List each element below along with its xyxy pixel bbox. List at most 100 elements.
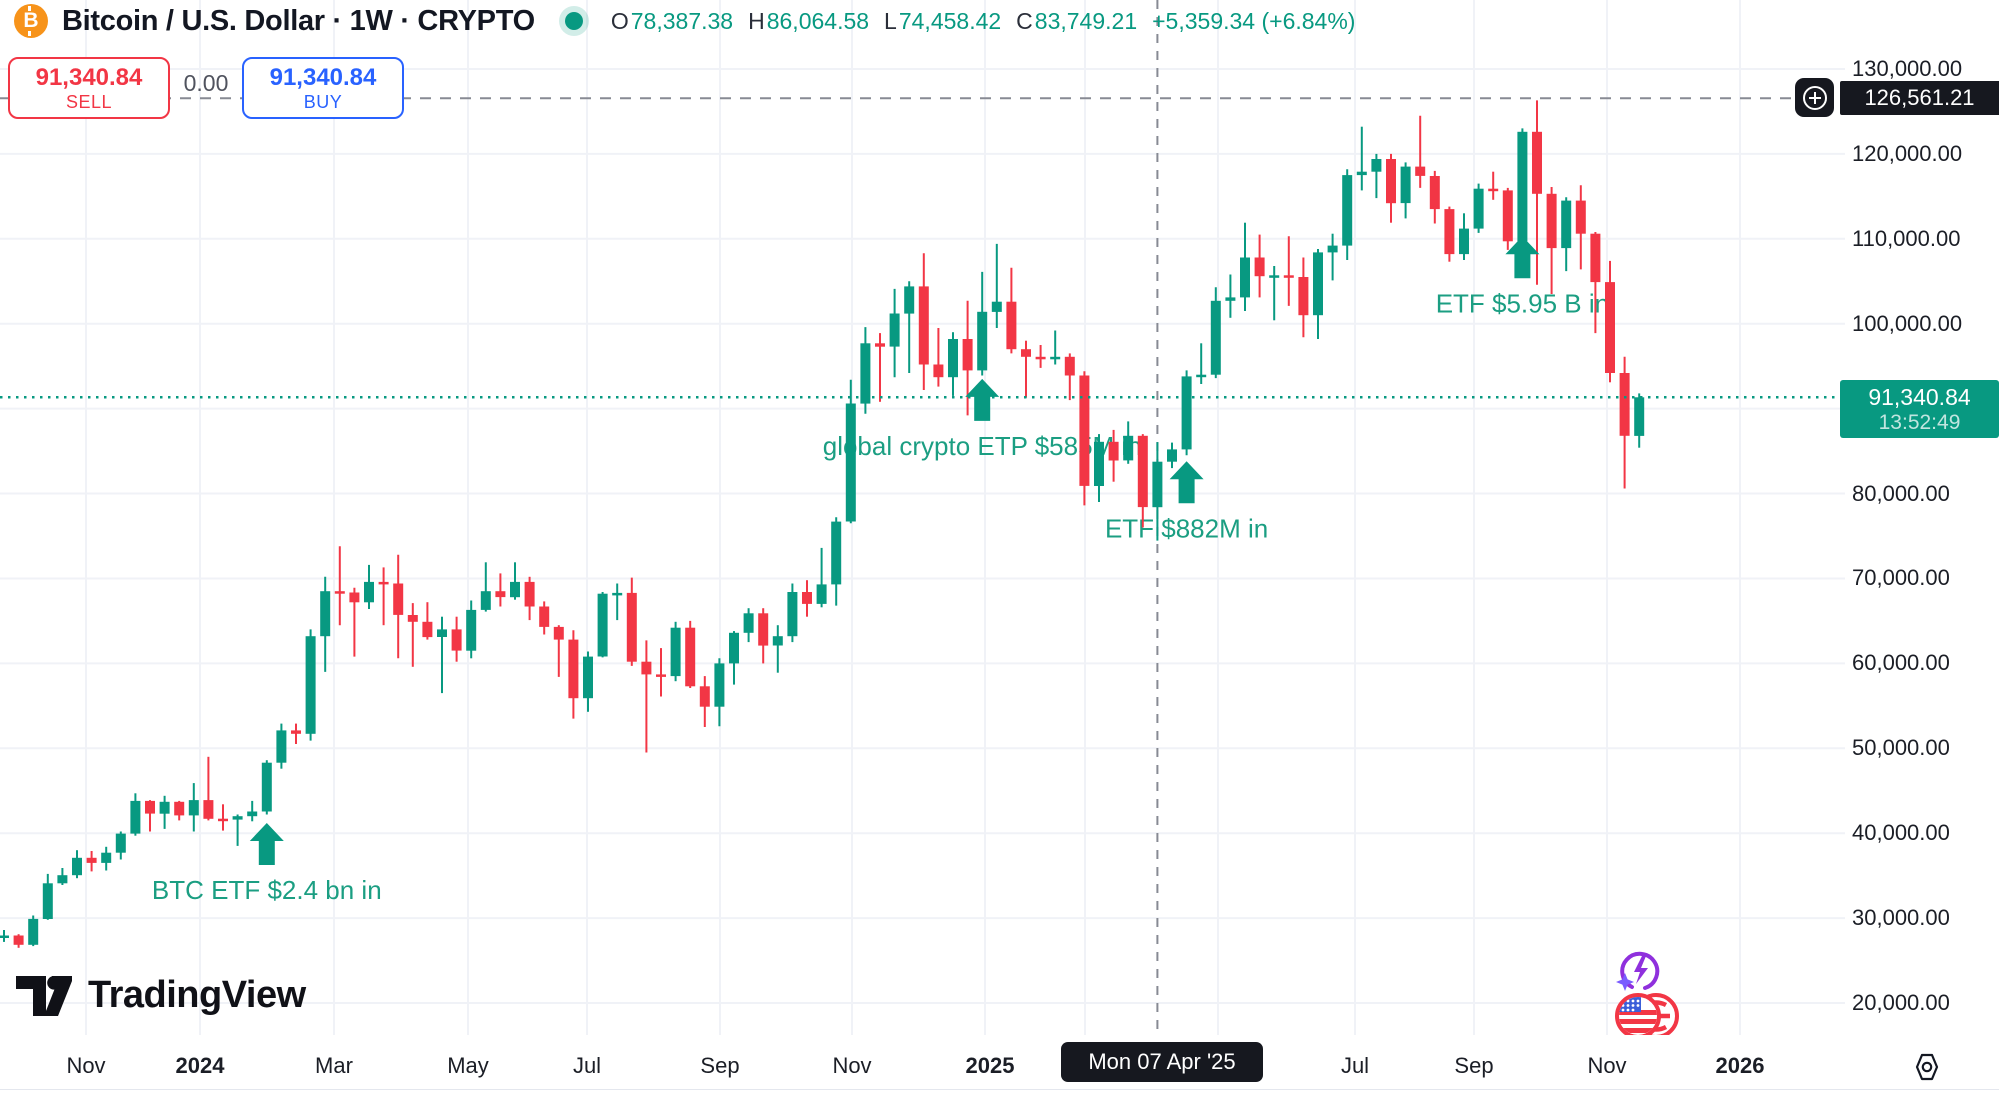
candle-body (860, 343, 871, 404)
high-label: H (748, 7, 765, 34)
us-flag-event-icon[interactable] (1612, 990, 1680, 1047)
candle-body (349, 592, 360, 603)
candle-body (1064, 356, 1075, 376)
spread-value: 0.00 (183, 70, 229, 96)
price-axis[interactable]: 130,000.00 120,000.00 110,000.00 100,000.00… (1845, 0, 1999, 1035)
candle-body (1429, 176, 1440, 210)
candle-body (1079, 375, 1090, 486)
candle-body (670, 627, 681, 677)
candle-body (1167, 449, 1177, 462)
last-price-badge: 91,340.84 13:52:49 (1840, 380, 1999, 438)
close-label: C (1016, 7, 1033, 34)
candle-body (1590, 233, 1601, 283)
add-alert-plus-icon[interactable] (1795, 78, 1834, 117)
annotation-text[interactable]: ETF $5.95 B in (1436, 288, 1609, 318)
time-axis-label: Jul (1340, 1053, 1370, 1078)
time-axis-label: May (447, 1053, 489, 1078)
candle-body (641, 661, 652, 675)
annotation-text[interactable]: global crypto ETP $585M in (823, 431, 1142, 461)
candle-body (933, 364, 944, 378)
annotation-arrow-up-icon[interactable] (249, 823, 284, 865)
candle-body (1327, 245, 1338, 253)
buy-label: BUY (303, 91, 343, 112)
bitcoin-icon: B (14, 4, 48, 38)
candle-body (1137, 435, 1148, 508)
candle-body (86, 857, 97, 863)
candle-body (159, 801, 170, 814)
candle-body (72, 857, 82, 876)
tradingview-watermark[interactable]: TradingView (16, 974, 306, 1017)
candle-body (115, 833, 126, 853)
annotation-arrow-up-icon[interactable] (1505, 236, 1540, 279)
candle-body (1108, 441, 1119, 461)
candle-body (568, 639, 579, 699)
price-axis-label: 130,000.00 (1852, 56, 1963, 81)
candle-body (1575, 200, 1586, 234)
candle-body (1400, 166, 1411, 204)
candle-body (1561, 200, 1572, 249)
candle-body (1342, 175, 1353, 246)
candle-body (1123, 435, 1134, 461)
candle-body (407, 615, 418, 622)
candle-body (1021, 349, 1031, 357)
annotation-arrow-up-icon[interactable] (1169, 461, 1204, 504)
candle-body (130, 800, 141, 834)
time-axis-label: 2025 (965, 1053, 1015, 1078)
candle-body (291, 730, 301, 734)
candle-body (729, 632, 739, 664)
candle-body (305, 636, 316, 734)
candle-body (1386, 159, 1396, 204)
time-axis-label: Sep (700, 1053, 740, 1078)
candle-body (247, 811, 258, 817)
candle-body (276, 730, 287, 763)
candle-body (28, 918, 39, 945)
candle-body (1035, 356, 1046, 360)
ai-spark-icon[interactable] (1612, 942, 1668, 1003)
candle-body (261, 762, 272, 812)
annotation-text[interactable]: BTC ETF $2.4 bn in (152, 875, 382, 905)
candle-body (962, 339, 973, 371)
sell-button[interactable]: 91,340.84 SELL (8, 57, 170, 119)
candle-body (875, 343, 885, 347)
candle-body (1473, 188, 1484, 229)
price-axis-label: 80,000.00 (1852, 480, 1950, 506)
tradingview-logo-text: TradingView (88, 974, 306, 1016)
candle-body (699, 686, 710, 707)
time-axis-label: 2026 (1715, 1053, 1765, 1078)
candle-body (1313, 252, 1323, 316)
timezone-settings-gear-icon[interactable] (1910, 1050, 1944, 1084)
candle-body (1502, 190, 1513, 242)
candle-body (334, 591, 345, 594)
close-value: 83,749.21 (1034, 7, 1138, 34)
candle-body (1210, 300, 1221, 375)
candle-body (948, 339, 958, 378)
candle-body (1298, 277, 1309, 316)
candle-body (918, 286, 929, 365)
candle-body (480, 591, 491, 610)
candle-body (364, 581, 374, 603)
candle-body (802, 592, 812, 604)
time-axis-label: Nov (66, 1053, 106, 1078)
buy-button[interactable]: 91,340.84 BUY (242, 57, 404, 119)
buy-price: 91,340.84 (269, 63, 377, 91)
candle-body (1006, 301, 1017, 350)
annotation-arrow-up-icon[interactable] (965, 378, 1000, 421)
candlestick-chart[interactable]: BTC ETF $2.4 bn in global crypto ETP $585… (0, 0, 1845, 1035)
candle-body (553, 626, 564, 640)
time-axis-label: Nov (1587, 1053, 1627, 1078)
candle-body (1152, 461, 1163, 508)
time-axis[interactable]: Mon 07 Apr '25 Nov 2024 Mar May Jul Sep Nov 202… (0, 1035, 1999, 1104)
annotation-text[interactable]: ETF $882M in (1105, 513, 1268, 543)
candle-body (1254, 257, 1265, 277)
last-price: 91,340.84 (1868, 383, 1971, 410)
candle-body (831, 521, 842, 585)
candle-body (1240, 257, 1250, 298)
market-status-dot-icon[interactable] (558, 6, 589, 36)
low-label: L (884, 7, 897, 34)
candle-body (787, 592, 798, 637)
symbol-title[interactable]: Bitcoin / U.S. Dollar · 1W · CRYPTO (62, 4, 535, 37)
candle-body (203, 800, 214, 819)
candle-body (1371, 159, 1382, 172)
candle-body (437, 629, 447, 637)
